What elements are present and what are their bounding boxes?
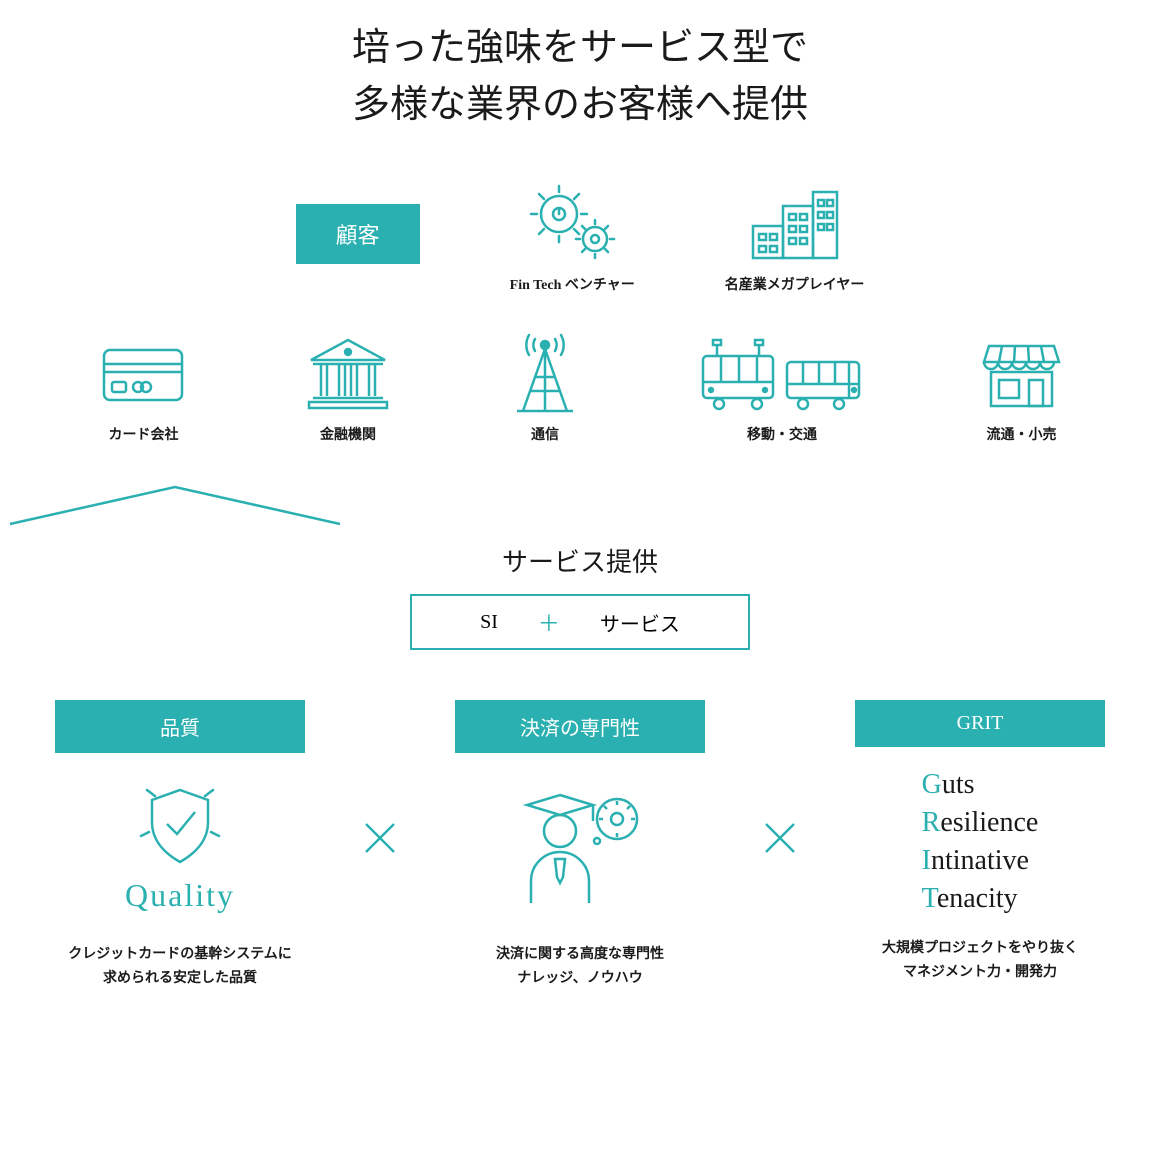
telecom-block: 通信 — [505, 334, 585, 444]
expertise-icon-area — [505, 773, 655, 923]
train-bus-icon — [697, 334, 867, 414]
title-line1: 培った強味をサービス型で — [352, 27, 808, 69]
grit-list: Guts Resilience Intinative Tenacity — [922, 766, 1039, 917]
main-title: 培った強味をサービス型で 多様な業界のお客様へ提供 — [0, 20, 1160, 134]
building-icon — [745, 184, 845, 264]
service-label: サービス提供 — [0, 542, 1160, 579]
fintech-block: Fin Tech ベンチャー — [510, 184, 635, 294]
finance-label: 金融機関 — [320, 424, 376, 444]
quality-badge: 品質 — [55, 700, 305, 753]
industry-row: カード会社 金融機関 — [0, 334, 1160, 444]
retail-label: 流通・小売 — [987, 424, 1057, 444]
card-label: カード会社 — [109, 424, 179, 444]
title-line2: 多様な業界のお客様へ提供 — [352, 84, 808, 126]
x-mark-1 — [360, 700, 400, 856]
transport-label: 移動・交通 — [747, 424, 817, 444]
pillars-row: 品質 Quality クレジットカードの基幹システムに 求められる安定した品質 … — [0, 700, 1160, 991]
telecom-label: 通信 — [531, 424, 559, 444]
pillar-quality: 品質 Quality クレジットカードの基幹システムに 求められる安定した品質 — [0, 700, 360, 991]
si-service-box: SI ＋ サービス — [410, 594, 750, 650]
gears-icon — [525, 184, 620, 264]
grit-word-1: Resilience — [922, 804, 1039, 842]
grit-badge: GRIT — [855, 700, 1105, 747]
shield-icon — [135, 782, 225, 872]
megaplayer-label: 名産業メガプレイヤー — [725, 274, 865, 294]
pillar-grit: GRIT Guts Resilience Intinative Tenacity… — [800, 700, 1160, 985]
quality-icon-area: Quality — [125, 773, 235, 923]
quality-desc: クレジットカードの基幹システムに 求められる安定した品質 — [68, 943, 292, 991]
grit-word-3: Tenacity — [922, 880, 1039, 918]
grit-word-0: Guts — [922, 766, 1039, 804]
arrow-up-icon — [0, 479, 350, 529]
grit-words-area: Guts Resilience Intinative Tenacity — [922, 767, 1039, 917]
top-row: 顧客 — [0, 184, 1160, 294]
shop-icon — [979, 334, 1064, 414]
grit-word-2: Intinative — [922, 842, 1039, 880]
x-mark-2 — [760, 700, 800, 856]
fintech-label: Fin Tech ベンチャー — [510, 274, 635, 294]
antenna-icon — [505, 334, 585, 414]
pillar-expertise: 決済の専門性 決済に関する高度な専門性 — [400, 700, 760, 991]
bank-icon — [303, 334, 393, 414]
transport-block: 移動・交通 — [697, 334, 867, 444]
expertise-badge: 決済の専門性 — [455, 700, 705, 753]
expert-icon — [505, 783, 655, 913]
service-text: サービス — [600, 608, 680, 637]
card-block: カード会社 — [96, 334, 191, 444]
finance-block: 金融機関 — [303, 334, 393, 444]
quality-subtitle: Quality — [125, 877, 235, 914]
si-text: SI — [480, 611, 498, 634]
plus-icon: ＋ — [538, 606, 560, 638]
expertise-desc: 決済に関する高度な専門性 ナレッジ、ノウハウ — [496, 943, 664, 991]
customer-badge: 顧客 — [296, 204, 420, 264]
card-icon — [96, 334, 191, 414]
grit-desc: 大規模プロジェクトをやり抜く マネジメント力・開発力 — [882, 937, 1078, 985]
retail-block: 流通・小売 — [979, 334, 1064, 444]
megaplayer-block: 名産業メガプレイヤー — [725, 184, 865, 294]
